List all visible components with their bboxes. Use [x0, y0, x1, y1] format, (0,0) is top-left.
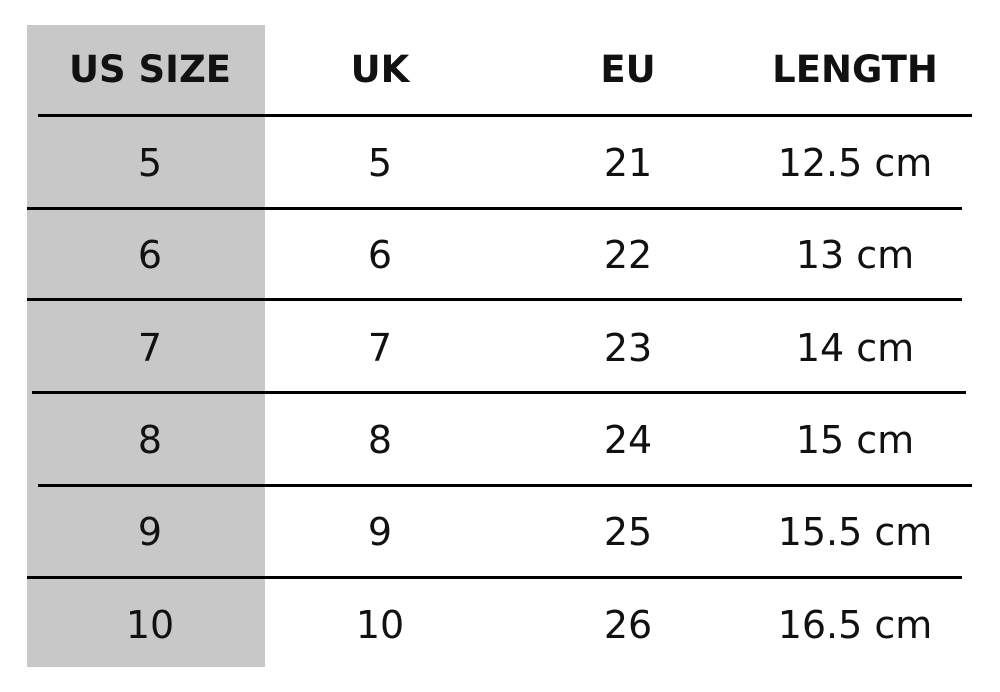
cell-us-size: 5	[137, 141, 163, 185]
cell-uk: 7	[367, 325, 393, 370]
cell-uk: 8	[367, 417, 393, 462]
cell-length: 15 cm	[795, 417, 915, 462]
cell-eu: 23	[603, 325, 653, 370]
cell-eu: 21	[603, 141, 653, 185]
cell-uk: 10	[355, 602, 405, 647]
row-divider	[38, 114, 972, 117]
cell-length: 16.5 cm	[777, 602, 933, 647]
header-uk: UK	[350, 48, 410, 91]
cell-length: 13 cm	[795, 233, 915, 278]
cell-length: 12.5 cm	[777, 141, 933, 185]
cell-eu: 26	[603, 602, 653, 647]
row-divider	[27, 576, 962, 579]
cell-us-size: 9	[137, 510, 163, 555]
cell-eu: 24	[603, 417, 653, 462]
header-length: LENGTH	[772, 48, 938, 91]
cell-length: 14 cm	[795, 325, 915, 370]
header-eu: EU	[600, 48, 656, 91]
us-size-column-highlight	[27, 25, 265, 667]
row-divider	[32, 391, 966, 394]
cell-length: 15.5 cm	[777, 510, 933, 555]
row-divider	[27, 298, 962, 301]
row-divider	[27, 207, 962, 210]
cell-us-size: 10	[125, 602, 175, 647]
row-divider	[38, 484, 972, 487]
cell-uk: 5	[367, 141, 393, 185]
cell-us-size: 6	[137, 233, 163, 278]
cell-us-size: 8	[137, 417, 163, 462]
cell-uk: 6	[367, 233, 393, 278]
header-us-size: US SIZE	[68, 48, 232, 91]
cell-eu: 25	[603, 510, 653, 555]
cell-us-size: 7	[137, 325, 163, 370]
cell-uk: 9	[367, 510, 393, 555]
cell-eu: 22	[603, 233, 653, 278]
